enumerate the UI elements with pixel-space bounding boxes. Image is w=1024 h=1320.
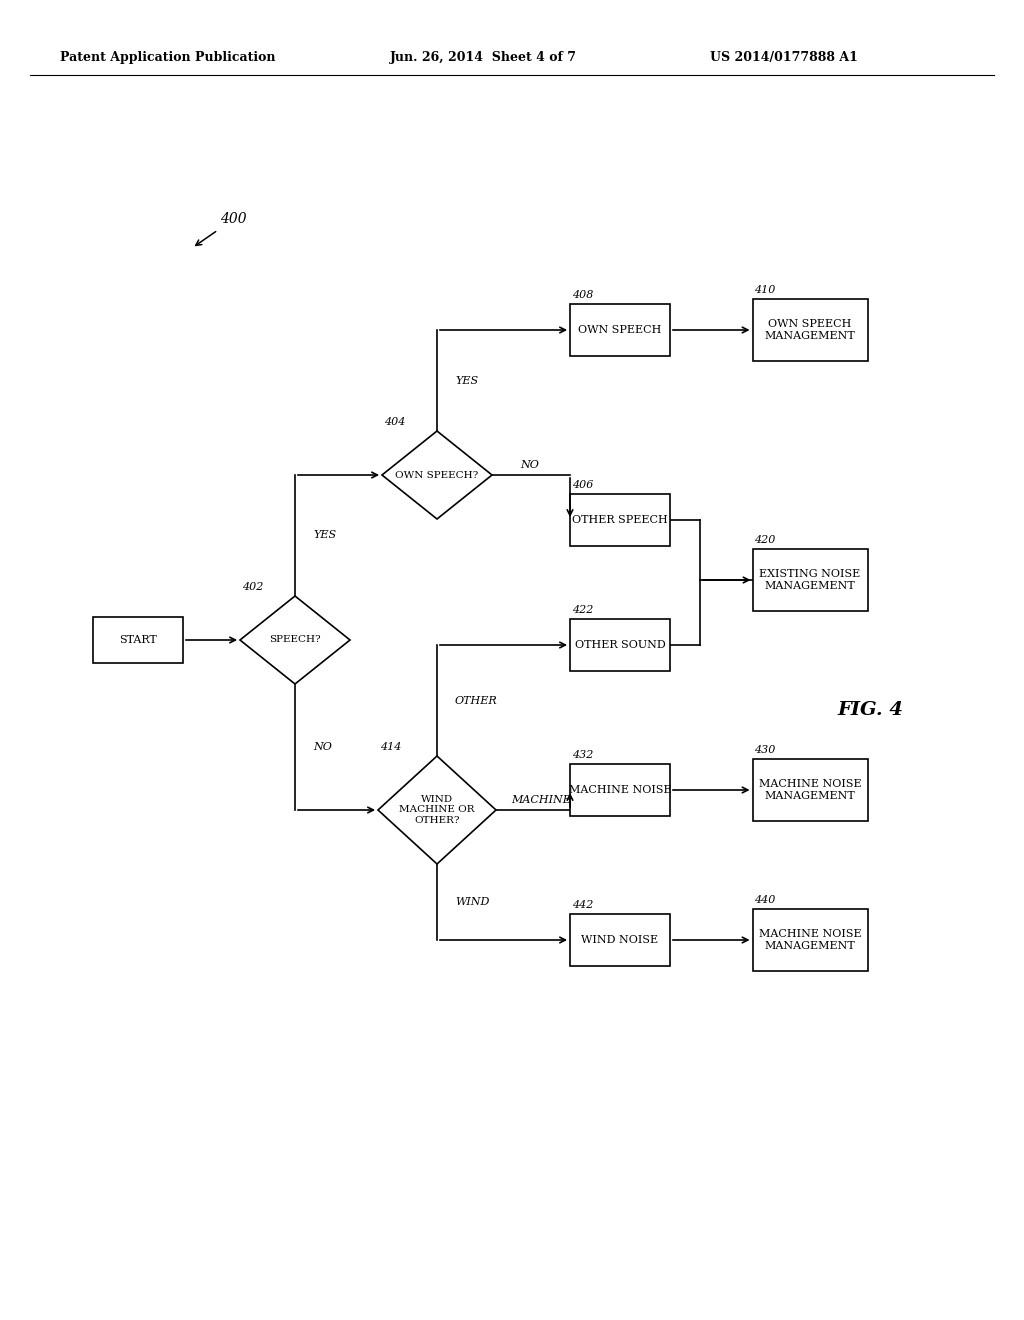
- Text: NO: NO: [520, 459, 539, 470]
- Text: 406: 406: [572, 480, 593, 490]
- Text: OWN SPEECH?: OWN SPEECH?: [395, 470, 478, 479]
- Text: MACHINE: MACHINE: [511, 795, 570, 805]
- Text: OTHER SOUND: OTHER SOUND: [574, 640, 666, 649]
- FancyBboxPatch shape: [570, 304, 670, 356]
- FancyBboxPatch shape: [570, 913, 670, 966]
- FancyBboxPatch shape: [753, 759, 867, 821]
- FancyBboxPatch shape: [570, 764, 670, 816]
- FancyBboxPatch shape: [753, 909, 867, 972]
- Text: OTHER SPEECH: OTHER SPEECH: [572, 515, 668, 525]
- Text: 422: 422: [572, 605, 593, 615]
- FancyBboxPatch shape: [753, 549, 867, 611]
- Text: 430: 430: [755, 744, 776, 755]
- Text: MACHINE NOISE
MANAGEMENT: MACHINE NOISE MANAGEMENT: [759, 779, 861, 801]
- Text: 408: 408: [572, 290, 593, 300]
- FancyBboxPatch shape: [570, 619, 670, 671]
- Text: EXISTING NOISE
MANAGEMENT: EXISTING NOISE MANAGEMENT: [760, 569, 860, 591]
- Text: 400: 400: [220, 213, 247, 226]
- Text: WIND: WIND: [455, 898, 489, 907]
- Text: 432: 432: [572, 750, 593, 760]
- Polygon shape: [240, 597, 350, 684]
- Text: WIND
MACHINE OR
OTHER?: WIND MACHINE OR OTHER?: [399, 795, 475, 825]
- Text: 414: 414: [380, 742, 401, 752]
- FancyBboxPatch shape: [570, 494, 670, 546]
- Text: US 2014/0177888 A1: US 2014/0177888 A1: [710, 51, 858, 65]
- Text: MACHINE NOISE: MACHINE NOISE: [568, 785, 672, 795]
- Text: MACHINE NOISE
MANAGEMENT: MACHINE NOISE MANAGEMENT: [759, 929, 861, 950]
- Text: SPEECH?: SPEECH?: [269, 635, 321, 644]
- Text: Jun. 26, 2014  Sheet 4 of 7: Jun. 26, 2014 Sheet 4 of 7: [390, 51, 577, 65]
- Text: WIND NOISE: WIND NOISE: [582, 935, 658, 945]
- Text: OWN SPEECH
MANAGEMENT: OWN SPEECH MANAGEMENT: [765, 319, 855, 341]
- Text: 440: 440: [755, 895, 776, 906]
- Text: 410: 410: [755, 285, 776, 294]
- Text: OWN SPEECH: OWN SPEECH: [579, 325, 662, 335]
- Text: Patent Application Publication: Patent Application Publication: [60, 51, 275, 65]
- Text: FIG. 4: FIG. 4: [837, 701, 903, 719]
- Text: 402: 402: [242, 582, 263, 591]
- Text: NO: NO: [313, 742, 332, 752]
- Text: YES: YES: [455, 375, 478, 385]
- Polygon shape: [378, 756, 496, 865]
- Text: START: START: [119, 635, 157, 645]
- Text: YES: YES: [313, 531, 336, 540]
- Text: 420: 420: [755, 535, 776, 545]
- Text: 442: 442: [572, 900, 593, 909]
- Text: OTHER: OTHER: [455, 696, 498, 705]
- Text: 404: 404: [384, 417, 406, 426]
- FancyBboxPatch shape: [93, 616, 183, 663]
- FancyBboxPatch shape: [753, 300, 867, 360]
- Polygon shape: [382, 432, 492, 519]
